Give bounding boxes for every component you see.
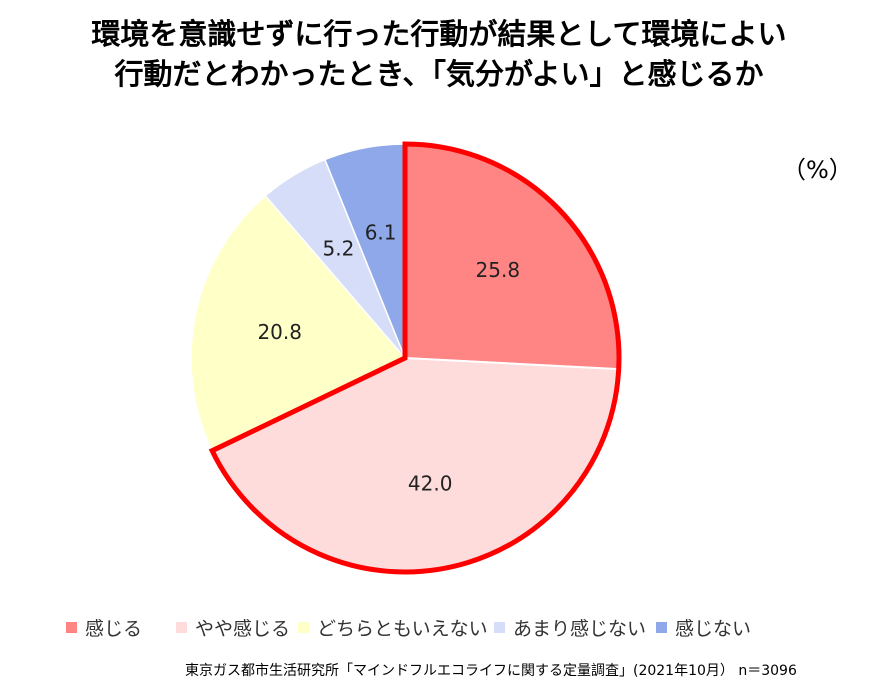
- legend-item-5: 感じない: [656, 614, 751, 641]
- data-labels: 25.8 42.0 20.8 5.2 6.1: [257, 220, 520, 495]
- pie-slices: [190, 143, 620, 573]
- legend-label-5: 感じない: [675, 618, 752, 640]
- legend-swatch-3: [298, 622, 309, 633]
- legend-label-3: どちらともいえない: [317, 618, 488, 640]
- chart-title-line2: 行動だとわかったとき、「気分がよい」と感じるか: [114, 57, 764, 91]
- data-label-4: 5.2: [322, 237, 354, 261]
- legend: 感じる やや感じる どちらともいえない あまり感じない 感じない: [66, 614, 846, 642]
- pie-slice-3: [190, 194, 407, 452]
- unit-label: （%）: [782, 156, 853, 184]
- highlight-group: [208, 141, 622, 575]
- legend-label-2: やや感じる: [195, 618, 291, 640]
- slice-divider: [404, 357, 619, 371]
- highlight-outline: [208, 141, 622, 575]
- pie-slice-1: [404, 143, 620, 370]
- legend-item-4: あまり感じない: [494, 614, 646, 641]
- source-note: 東京ガス都市生活研究所「マインドフルエコライフに関する定量調査」(2021年10…: [185, 663, 797, 679]
- chart-title-line1: 環境を意識せずに行った行動が結果として環境によい: [91, 17, 787, 51]
- chart-title: 環境を意識せずに行った行動が結果として環境によい 行動だとわかったとき、「気分が…: [0, 14, 878, 94]
- legend-swatch-1: [66, 622, 77, 633]
- data-label-3: 20.8: [257, 320, 302, 344]
- legend-swatch-5: [656, 622, 667, 633]
- legend-label-4: あまり感じない: [513, 618, 647, 640]
- data-label-5: 6.1: [365, 220, 397, 244]
- legend-item-3: どちらともいえない: [298, 614, 488, 641]
- data-label-2: 42.0: [408, 471, 453, 495]
- legend-label-1: 感じる: [85, 618, 143, 640]
- legend-swatch-2: [176, 622, 187, 633]
- legend-item-1: 感じる: [66, 614, 142, 641]
- legend-swatch-4: [494, 622, 505, 633]
- data-label-1: 25.8: [476, 258, 521, 282]
- legend-item-2: やや感じる: [176, 614, 290, 641]
